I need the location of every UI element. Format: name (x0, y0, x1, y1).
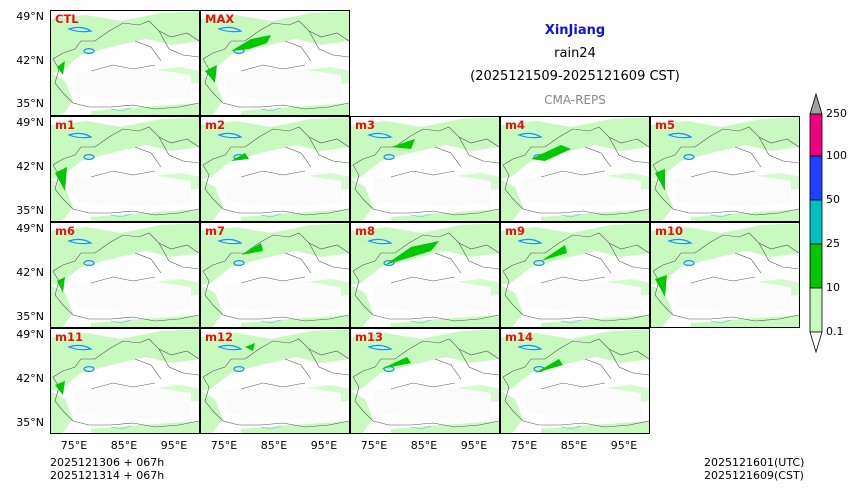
colorbar-label: 100 (826, 149, 847, 162)
lat-tick: 42°N (16, 54, 44, 67)
lat-tick: 35°N (16, 416, 44, 429)
valid-time-footer: 2025121601(UTC) 2025121609(CST) (704, 456, 804, 482)
map-panel-m1: m1 (50, 116, 200, 222)
lat-tick: 42°N (16, 160, 44, 173)
map-panel-m7: m7 (200, 222, 350, 328)
map-panel-m11: m11 (50, 328, 200, 434)
panel-label: m3 (355, 118, 375, 132)
map-panel-max: MAX (200, 10, 350, 116)
lat-tick: 42°N (16, 266, 44, 279)
lat-tick: 42°N (16, 372, 44, 385)
init-line-1: 2025121306 + 067h (50, 456, 165, 469)
lon-tick: 95°E (610, 439, 638, 452)
panel-label: m7 (205, 224, 225, 238)
init-time-footer: 2025121306 + 067h 2025121314 + 067h (50, 456, 164, 482)
colorbar-label: 250 (826, 107, 847, 120)
colorbar-label: 50 (826, 193, 840, 206)
panel-label: CTL (55, 12, 79, 26)
panel-label: m13 (355, 330, 383, 344)
map-panel-ctl: CTL (50, 10, 200, 116)
period-title: (2025121509-2025121609 CST) (470, 69, 680, 84)
region-title: XinJiang (544, 23, 606, 38)
variable-title: rain24 (554, 46, 596, 61)
colorbar (809, 92, 823, 354)
panel-label: MAX (205, 12, 235, 26)
lon-tick: 85°E (260, 439, 288, 452)
model-title: CMA-REPS (544, 93, 606, 107)
lat-tick: 35°N (16, 204, 44, 217)
lat-tick: 49°N (16, 328, 44, 341)
lat-tick: 49°N (16, 222, 44, 235)
colorbar-label: 25 (826, 237, 840, 250)
lat-tick: 49°N (16, 116, 44, 129)
panel-label: m2 (205, 118, 225, 132)
map-panel-m3: m3 (350, 116, 500, 222)
map-panel-m12: m12 (200, 328, 350, 434)
panel-label: m12 (205, 330, 233, 344)
map-panel-m2: m2 (200, 116, 350, 222)
map-panel-m4: m4 (500, 116, 650, 222)
lon-tick: 85°E (560, 439, 588, 452)
map-panel-m6: m6 (50, 222, 200, 328)
panel-label: m4 (505, 118, 525, 132)
lon-tick: 95°E (460, 439, 488, 452)
panel-label: m11 (55, 330, 83, 344)
init-line-2: 2025121314 + 067h (50, 469, 165, 482)
panel-label: m10 (655, 224, 683, 238)
lon-tick: 95°E (160, 439, 188, 452)
lon-tick: 75°E (510, 439, 538, 452)
lon-tick: 95°E (310, 439, 338, 452)
colorbar-label: 0.1 (826, 325, 844, 338)
map-panel-m10: m10 (650, 222, 800, 328)
panel-label: m1 (55, 118, 75, 132)
valid-utc: 2025121601(UTC) (704, 456, 805, 469)
map-panel-m14: m14 (500, 328, 650, 434)
lat-tick: 49°N (16, 10, 44, 23)
panel-label: m14 (505, 330, 533, 344)
lat-tick: 35°N (16, 310, 44, 323)
panel-label: m8 (355, 224, 375, 238)
lon-tick: 85°E (410, 439, 438, 452)
panel-label: m9 (505, 224, 525, 238)
lon-tick: 85°E (110, 439, 138, 452)
map-panel-m13: m13 (350, 328, 500, 434)
map-panel-m9: m9 (500, 222, 650, 328)
lat-tick: 35°N (16, 97, 44, 110)
lon-tick: 75°E (60, 439, 88, 452)
panel-label: m6 (55, 224, 75, 238)
map-panel-m5: m5 (650, 116, 800, 222)
colorbar-label: 10 (826, 281, 840, 294)
lon-tick: 75°E (360, 439, 388, 452)
panel-label: m5 (655, 118, 675, 132)
valid-cst: 2025121609(CST) (704, 469, 804, 482)
map-panel-m8: m8 (350, 222, 500, 328)
lon-tick: 75°E (210, 439, 238, 452)
